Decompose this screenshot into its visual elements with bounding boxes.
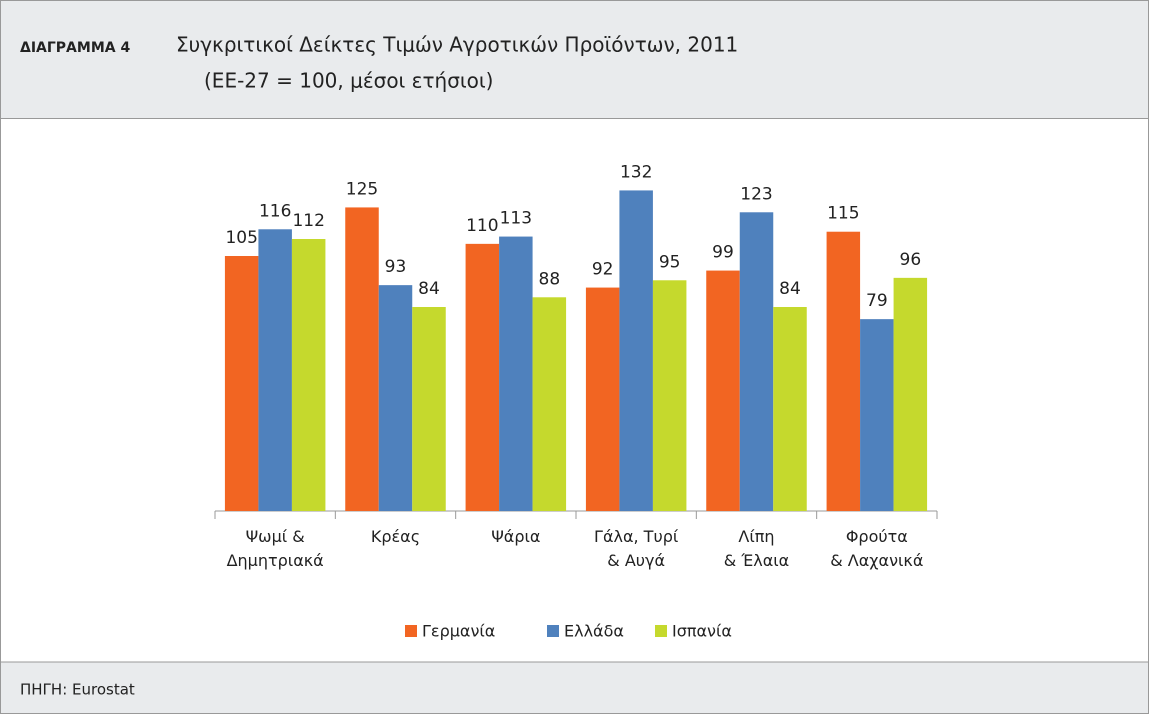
data-label: 125 bbox=[346, 179, 378, 199]
data-label: 110 bbox=[466, 216, 498, 236]
data-label: 112 bbox=[292, 211, 324, 231]
data-label: 132 bbox=[620, 162, 652, 182]
bar bbox=[532, 297, 567, 511]
bar bbox=[773, 307, 807, 511]
bar bbox=[652, 280, 687, 511]
bar bbox=[499, 236, 533, 512]
data-label: 116 bbox=[259, 201, 291, 221]
data-label: 92 bbox=[592, 260, 614, 280]
source: ΠΗΓΗ: Eurostat bbox=[20, 681, 135, 699]
data-label: 95 bbox=[659, 252, 681, 272]
x-tick-label: Λίπη & Έλαια bbox=[723, 527, 790, 570]
bar bbox=[893, 277, 928, 511]
bar bbox=[291, 239, 326, 511]
bar bbox=[224, 256, 259, 511]
bar bbox=[585, 287, 620, 511]
chart-subtitle: (ΕΕ-27 = 100, μέσοι ετήσιοι) bbox=[204, 69, 493, 93]
bar bbox=[739, 212, 774, 512]
data-label: 99 bbox=[712, 243, 734, 263]
bar bbox=[345, 207, 379, 511]
x-tick-label: Φρούτα & Λαχανικά bbox=[830, 527, 924, 570]
data-label: 84 bbox=[779, 279, 801, 299]
data-label: 105 bbox=[225, 228, 257, 248]
data-label: 79 bbox=[866, 291, 888, 311]
bar bbox=[465, 243, 500, 511]
footer bbox=[0, 661, 1149, 714]
bar bbox=[619, 190, 653, 511]
bar bbox=[412, 307, 446, 511]
legend-label: Ισπανία bbox=[672, 622, 732, 641]
legend-swatch bbox=[547, 625, 559, 637]
bar bbox=[826, 231, 861, 511]
bar bbox=[258, 229, 292, 512]
data-label: 123 bbox=[740, 184, 772, 204]
legend-swatch bbox=[405, 625, 417, 637]
bar bbox=[378, 285, 413, 511]
chart-label: ΔΙΑΓΡΑΜΜΑ 4 bbox=[20, 40, 130, 56]
data-label: 113 bbox=[500, 209, 532, 229]
legend-label: Ελλάδα bbox=[564, 622, 624, 641]
bar bbox=[860, 319, 894, 511]
bar bbox=[706, 270, 740, 511]
header bbox=[0, 0, 1149, 119]
data-label: 115 bbox=[827, 204, 859, 224]
data-label: 93 bbox=[385, 257, 407, 277]
legend-label: Γερμανία bbox=[422, 622, 495, 641]
data-label: 88 bbox=[539, 269, 561, 289]
x-tick-label: Ψωμί & Δημητριακά bbox=[226, 527, 324, 570]
chart-title: Συγκριτικοί Δείκτες Τιμών Αγροτικών Προϊ… bbox=[176, 33, 738, 57]
legend-swatch bbox=[655, 625, 667, 637]
x-tick-label: Γάλα, Τυρί & Αυγά bbox=[594, 527, 679, 570]
x-tick-label: Ψάρια bbox=[491, 527, 541, 546]
x-tick-label: Κρέας bbox=[370, 527, 421, 546]
data-label: 96 bbox=[900, 250, 922, 270]
data-label: 84 bbox=[418, 279, 440, 299]
